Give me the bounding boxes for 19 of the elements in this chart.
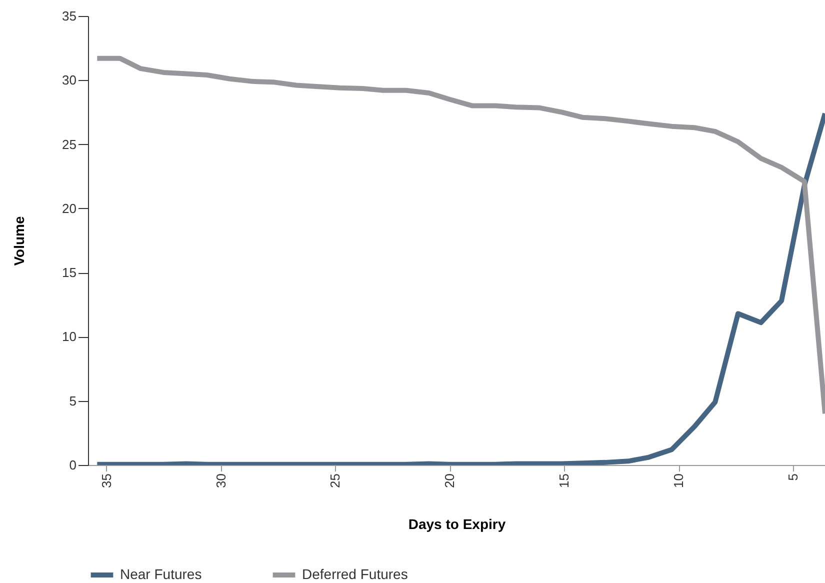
y-tick-label: 30 [62, 72, 76, 88]
legend-label: Near Futures [120, 566, 202, 582]
x-tick-label: 35 [98, 474, 114, 488]
y-tick-label: 5 [69, 393, 76, 408]
y-tick-label: 10 [62, 329, 76, 344]
y-tick-label: 20 [62, 200, 76, 216]
y-tick-label: 0 [69, 458, 76, 472]
y-axis-title: Volume [11, 216, 28, 266]
y-tick-label: 35 [62, 8, 76, 24]
x-tick-label: 15 [556, 474, 572, 488]
x-axis-title: Days to Expiry [408, 516, 506, 532]
x-tick-label: 30 [213, 474, 228, 488]
x-tick-label: 25 [328, 474, 343, 488]
x-tick-label: 5 [785, 474, 800, 481]
x-tick-label: 10 [671, 474, 686, 488]
y-tick-label: 25 [62, 136, 76, 152]
y-tick-label: 15 [62, 265, 76, 280]
x-tick-label: 20 [442, 474, 458, 488]
legend-label: Deferred Futures [302, 566, 408, 582]
